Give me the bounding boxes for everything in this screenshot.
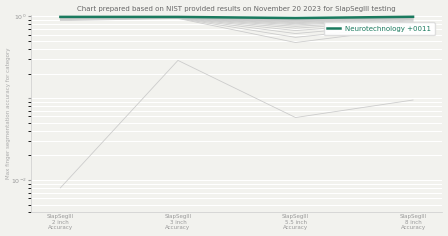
Neurotechnology +0011 <box>293 17 298 19</box>
Y-axis label: Max finger segmentation accuracy for category: Max finger segmentation accuracy for cat… <box>5 48 11 179</box>
Line: Neurotechnology +0011: Neurotechnology +0011 <box>60 17 413 18</box>
Neurotechnology +0011 <box>410 15 416 18</box>
Neurotechnology +0011 <box>58 16 63 18</box>
Neurotechnology +0011 <box>175 16 181 18</box>
Legend: Neurotechnology +0011: Neurotechnology +0011 <box>324 22 435 35</box>
Title: Chart prepared based on NIST provided results on November 20 2023 for SlapSegIII: Chart prepared based on NIST provided re… <box>78 6 396 12</box>
